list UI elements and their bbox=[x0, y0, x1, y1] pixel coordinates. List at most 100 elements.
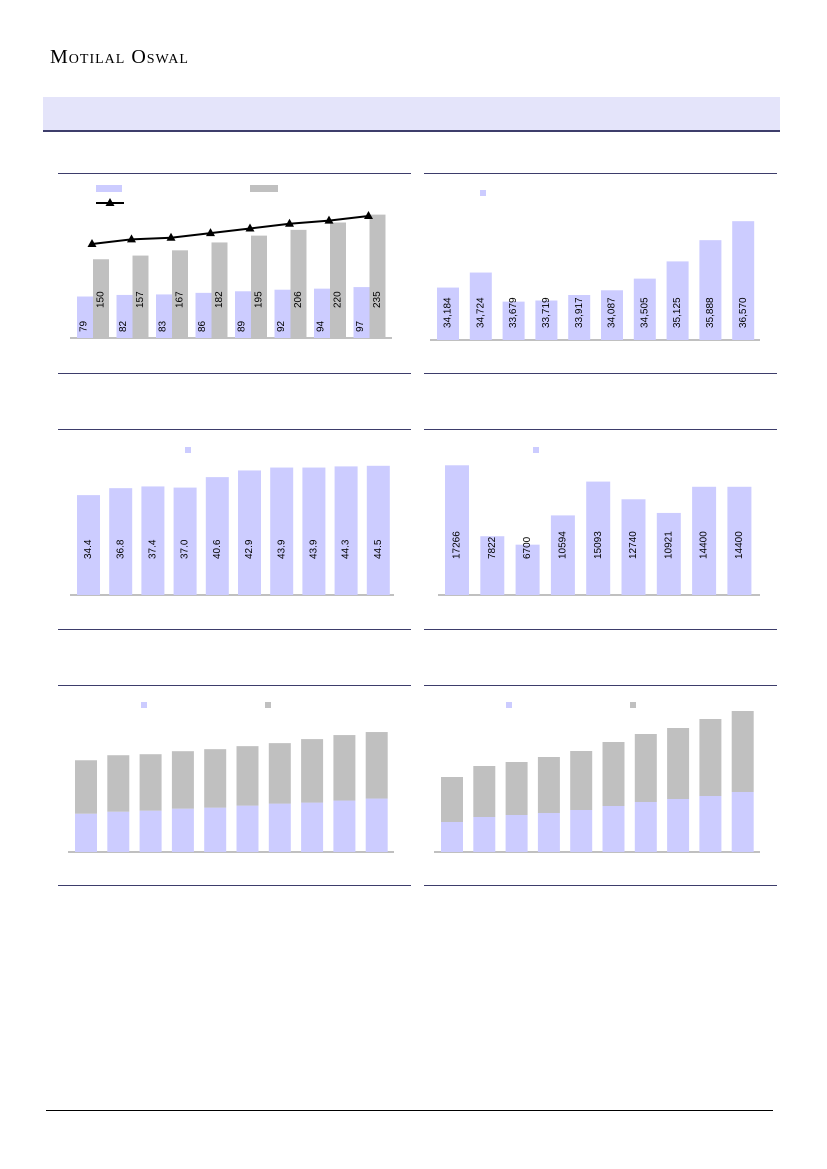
chart5-legend-swatch-2 bbox=[265, 702, 271, 708]
chart3-value-label: 37.0 bbox=[180, 539, 191, 559]
chart5-bar-bottom bbox=[75, 813, 97, 852]
chart1-label-b: 235 bbox=[372, 291, 383, 308]
chart6-bar-bottom bbox=[441, 822, 463, 852]
chart1-label-b: 157 bbox=[135, 291, 146, 308]
chart2-bar bbox=[666, 261, 689, 340]
chart6-bar-top bbox=[699, 719, 722, 796]
chart2-bar bbox=[469, 272, 492, 340]
chart6-bar-bottom bbox=[602, 806, 625, 852]
chart2-value-label: 34,724 bbox=[475, 297, 486, 328]
chart1-label-a: 83 bbox=[158, 320, 169, 332]
chart5-bar-top bbox=[75, 760, 97, 814]
panel-rule bbox=[424, 685, 777, 686]
chart6-bar-bottom bbox=[634, 802, 657, 852]
chart1-label-b: 182 bbox=[214, 291, 225, 308]
company-logo: Motilal Oswal bbox=[50, 46, 189, 68]
chart3-value-label: 44.3 bbox=[341, 539, 352, 559]
chart4-value-label: 14400 bbox=[699, 531, 710, 559]
chart6-bar-bottom bbox=[731, 792, 754, 852]
chart6-legend-swatch-1 bbox=[506, 702, 512, 708]
chart6-bar-bottom bbox=[473, 817, 496, 852]
chart3-bar bbox=[141, 486, 165, 595]
chart4-bar bbox=[727, 486, 752, 595]
chart1-label-a: 97 bbox=[355, 320, 366, 332]
chart1-bar-b bbox=[369, 214, 386, 338]
chart3-bar bbox=[270, 467, 294, 595]
chart6-bar-top bbox=[537, 757, 560, 813]
chart3-value-label: 36.8 bbox=[115, 539, 126, 559]
chart5-bar-top bbox=[333, 735, 356, 801]
chart3-value-label: 43.9 bbox=[309, 539, 320, 559]
chart1-bar-a bbox=[353, 287, 370, 338]
chart6-bar-bottom bbox=[570, 810, 593, 852]
chart5-legend-swatch-1 bbox=[141, 702, 147, 708]
chart6-bar-bottom bbox=[667, 799, 690, 852]
chart5-bar-bottom bbox=[204, 807, 227, 852]
chart5-bar-bottom bbox=[139, 810, 162, 852]
chart3-bar bbox=[109, 488, 133, 595]
chart3-value-label: 43.9 bbox=[276, 539, 287, 559]
chart3-bar bbox=[77, 495, 100, 595]
chart2-bar bbox=[699, 240, 722, 340]
chart5-bar-bottom bbox=[107, 811, 130, 852]
chart1-line-marker bbox=[245, 223, 255, 232]
panel-rule bbox=[58, 373, 411, 374]
panel-rule bbox=[424, 173, 777, 174]
chart5-bar-bottom bbox=[268, 803, 291, 852]
chart2-legend-swatch bbox=[480, 190, 486, 196]
chart1-line bbox=[91, 215, 369, 245]
chart2-value-label: 35,888 bbox=[705, 297, 716, 328]
chart2-value-label: 34,505 bbox=[639, 297, 650, 328]
chart2-bar bbox=[601, 290, 623, 340]
chart5-bar-bottom bbox=[301, 802, 324, 852]
chart4-bar bbox=[692, 486, 717, 595]
chart4-value-label: 10594 bbox=[558, 531, 569, 559]
chart6-bar-bottom bbox=[699, 796, 722, 852]
panel-rule bbox=[58, 429, 411, 430]
chart4-bar bbox=[550, 515, 575, 595]
chart1-line-marker bbox=[127, 234, 136, 243]
chart5-bar-top bbox=[107, 755, 130, 812]
chart1-line-marker bbox=[87, 239, 97, 247]
chart6-bar-bottom bbox=[537, 813, 560, 852]
chart6-bar-top bbox=[570, 751, 593, 810]
chart1-bar-b bbox=[93, 259, 109, 338]
chart1-label-a: 94 bbox=[316, 320, 327, 332]
chart5-bar-top bbox=[204, 749, 227, 808]
panel-rule bbox=[424, 885, 777, 886]
chart1-bar-a bbox=[77, 296, 93, 338]
chart1-bar-b bbox=[211, 242, 228, 338]
chart6-bar-top bbox=[473, 766, 496, 817]
panel-rule bbox=[424, 373, 777, 374]
chart3-value-label: 34.4 bbox=[83, 539, 94, 559]
panel-rule bbox=[424, 429, 777, 430]
chart2-bar bbox=[437, 287, 459, 340]
chart1-label-b: 150 bbox=[96, 291, 107, 308]
footer-divider bbox=[46, 1110, 773, 1111]
chart1-bar-a bbox=[274, 289, 291, 338]
chart3-bar bbox=[238, 470, 261, 595]
chart1-line-marker bbox=[285, 218, 294, 227]
chart3-bar bbox=[205, 477, 229, 595]
chart1-bar-b bbox=[172, 250, 188, 338]
chart1-line-marker bbox=[324, 215, 334, 224]
chart5-bar-bottom bbox=[333, 800, 356, 852]
chart4-bar bbox=[480, 536, 505, 595]
chart6-bar-top bbox=[667, 728, 690, 799]
chart3-bar bbox=[302, 467, 326, 595]
chart4-value-label: 17266 bbox=[452, 531, 463, 559]
chart1-bar-b bbox=[290, 229, 307, 338]
chart1-label-a: 82 bbox=[118, 320, 129, 332]
chart1-bar-a bbox=[314, 288, 330, 338]
chart4-bar bbox=[656, 512, 681, 595]
chart3-legend-swatch bbox=[185, 447, 191, 453]
chart2-value-label: 34,087 bbox=[607, 297, 618, 328]
chart2-value-label: 36,570 bbox=[738, 297, 749, 328]
chart5-bar-bottom bbox=[171, 808, 194, 852]
chart1-bar-a bbox=[116, 294, 133, 338]
chart1-label-b: 167 bbox=[175, 291, 186, 308]
panel-rule bbox=[58, 685, 411, 686]
chart2-bar bbox=[633, 278, 656, 340]
chart4-value-label: 6700 bbox=[522, 536, 533, 559]
